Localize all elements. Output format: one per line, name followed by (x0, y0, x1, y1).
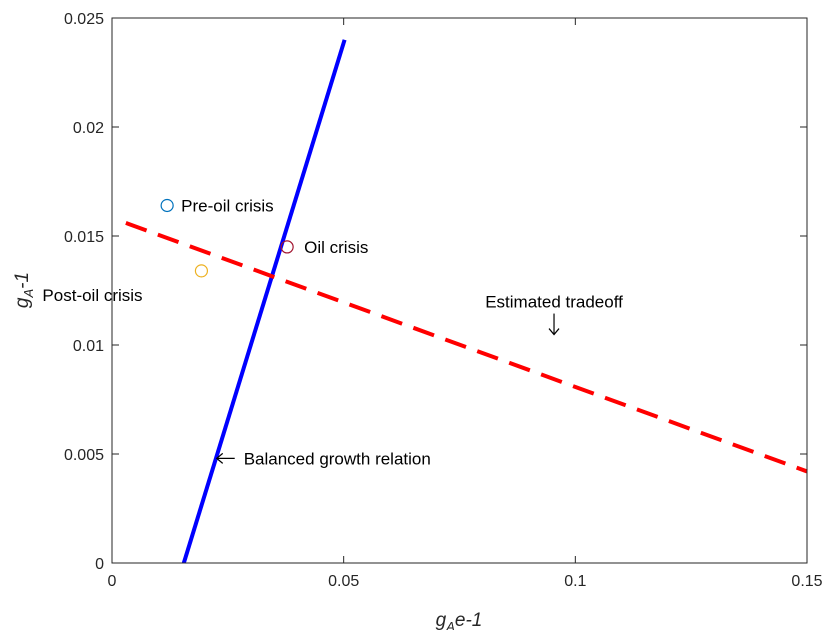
y-tick-label: 0.02 (73, 120, 104, 137)
y-tick-label: 0.015 (64, 229, 104, 246)
data-point-label: Pre-oil crisis (181, 196, 274, 215)
x-tick-label: 0 (108, 573, 117, 590)
data-point-label: Oil crisis (304, 238, 368, 257)
plot-area (112, 18, 807, 563)
y-tick-label: 0 (95, 556, 104, 573)
y-tick-label: 0.005 (64, 447, 104, 464)
balanced-growth-line (181, 39, 347, 564)
data-point-label: Post-oil crisis (42, 286, 142, 305)
estimated-tradeoff-label: Estimated tradeoff (485, 293, 623, 312)
y-tick-label: 0.025 (64, 11, 104, 28)
balanced-growth-label: Balanced growth relation (244, 449, 431, 468)
estimated-tradeoff-line (125, 221, 808, 474)
data-point-marker (194, 264, 209, 278)
plot-frame (111, 17, 808, 564)
x-tick-label: 0.05 (328, 573, 359, 590)
y-tick-label: 0.01 (73, 338, 104, 355)
y-axis-label: gA-1 (12, 272, 36, 308)
data-point-marker (280, 240, 294, 254)
x-tick-label: 0.15 (791, 573, 822, 590)
annotation-arrowhead (548, 328, 560, 336)
x-axis-label: gAe-1 (436, 610, 483, 630)
data-point-marker (160, 198, 174, 213)
annotation-arrowhead (215, 452, 224, 464)
x-tick-label: 0.1 (564, 573, 586, 590)
